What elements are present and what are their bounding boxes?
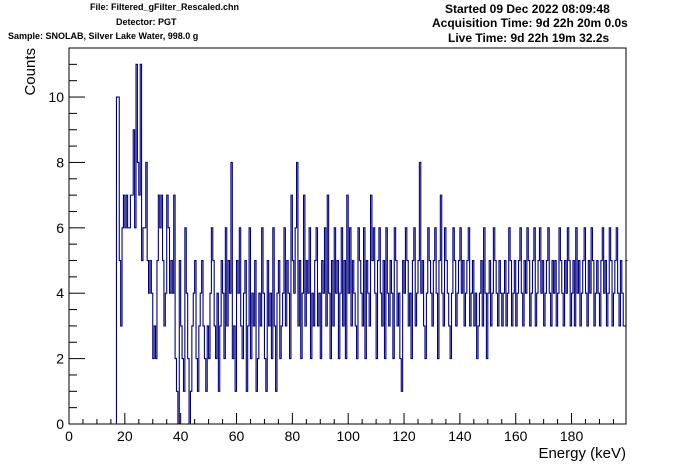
y-tick-label: 8	[56, 154, 64, 170]
sample-label: Sample: SNOLAB, Silver Lake Water, 998.0…	[8, 31, 199, 41]
start-time-label: Started 09 Dec 2022 08:09:48	[445, 2, 610, 16]
x-tick-label: 140	[448, 428, 472, 444]
acquisition-time-label: Acquisition Time: 9d 22h 20m 0.0s	[432, 16, 628, 30]
file-name-label: File: Filtered_gFilter_Rescaled.chn	[90, 2, 240, 12]
y-tick-label: 2	[56, 351, 64, 367]
y-tick-label: 6	[56, 220, 64, 236]
y-tick-label: 4	[56, 285, 64, 301]
x-tick-label: 0	[65, 428, 73, 444]
y-axis-label: Counts	[22, 48, 39, 96]
live-time-label: Live Time: 9d 22h 19m 32.2s	[448, 31, 610, 45]
x-tick-label: 100	[337, 428, 361, 444]
x-tick-label: 20	[117, 428, 133, 444]
detector-label: Detector: PGT	[116, 17, 177, 27]
x-tick-label: 120	[392, 428, 416, 444]
plot-frame	[68, 47, 627, 425]
y-tick-label: 0	[56, 416, 64, 432]
x-tick-label: 60	[229, 428, 245, 444]
histogram-series	[69, 63, 628, 425]
x-tick-label: 160	[504, 428, 528, 444]
y-tick-label: 10	[48, 89, 64, 105]
x-tick-label: 80	[285, 428, 301, 444]
x-tick-label: 40	[173, 428, 189, 444]
x-tick-label: 180	[560, 428, 584, 444]
x-axis-label: Energy (keV)	[538, 445, 626, 462]
